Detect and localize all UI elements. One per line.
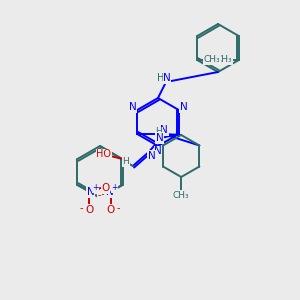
Text: +: +	[111, 184, 118, 193]
Text: CH₃: CH₃	[215, 56, 232, 64]
Text: HO: HO	[96, 149, 111, 159]
Text: CH₃: CH₃	[204, 56, 220, 64]
Text: N: N	[129, 102, 136, 112]
Text: O: O	[101, 183, 110, 193]
Text: N: N	[163, 73, 171, 83]
Text: H: H	[122, 158, 129, 166]
Text: -: -	[117, 203, 120, 213]
Text: N: N	[106, 187, 113, 197]
Text: CH₃: CH₃	[173, 190, 190, 200]
Text: -: -	[80, 203, 83, 213]
Text: H: H	[157, 73, 165, 83]
Text: N: N	[180, 102, 188, 112]
Text: N: N	[160, 125, 168, 135]
Text: O: O	[85, 205, 94, 215]
Text: N: N	[156, 133, 164, 143]
Text: H: H	[155, 128, 162, 136]
Text: O: O	[90, 183, 99, 193]
Text: N: N	[87, 187, 94, 197]
Text: -: -	[101, 189, 104, 199]
Text: N: N	[148, 151, 156, 161]
Text: +: +	[92, 184, 99, 193]
Text: O: O	[106, 205, 115, 215]
Text: N: N	[154, 146, 162, 157]
Text: -: -	[98, 190, 101, 200]
